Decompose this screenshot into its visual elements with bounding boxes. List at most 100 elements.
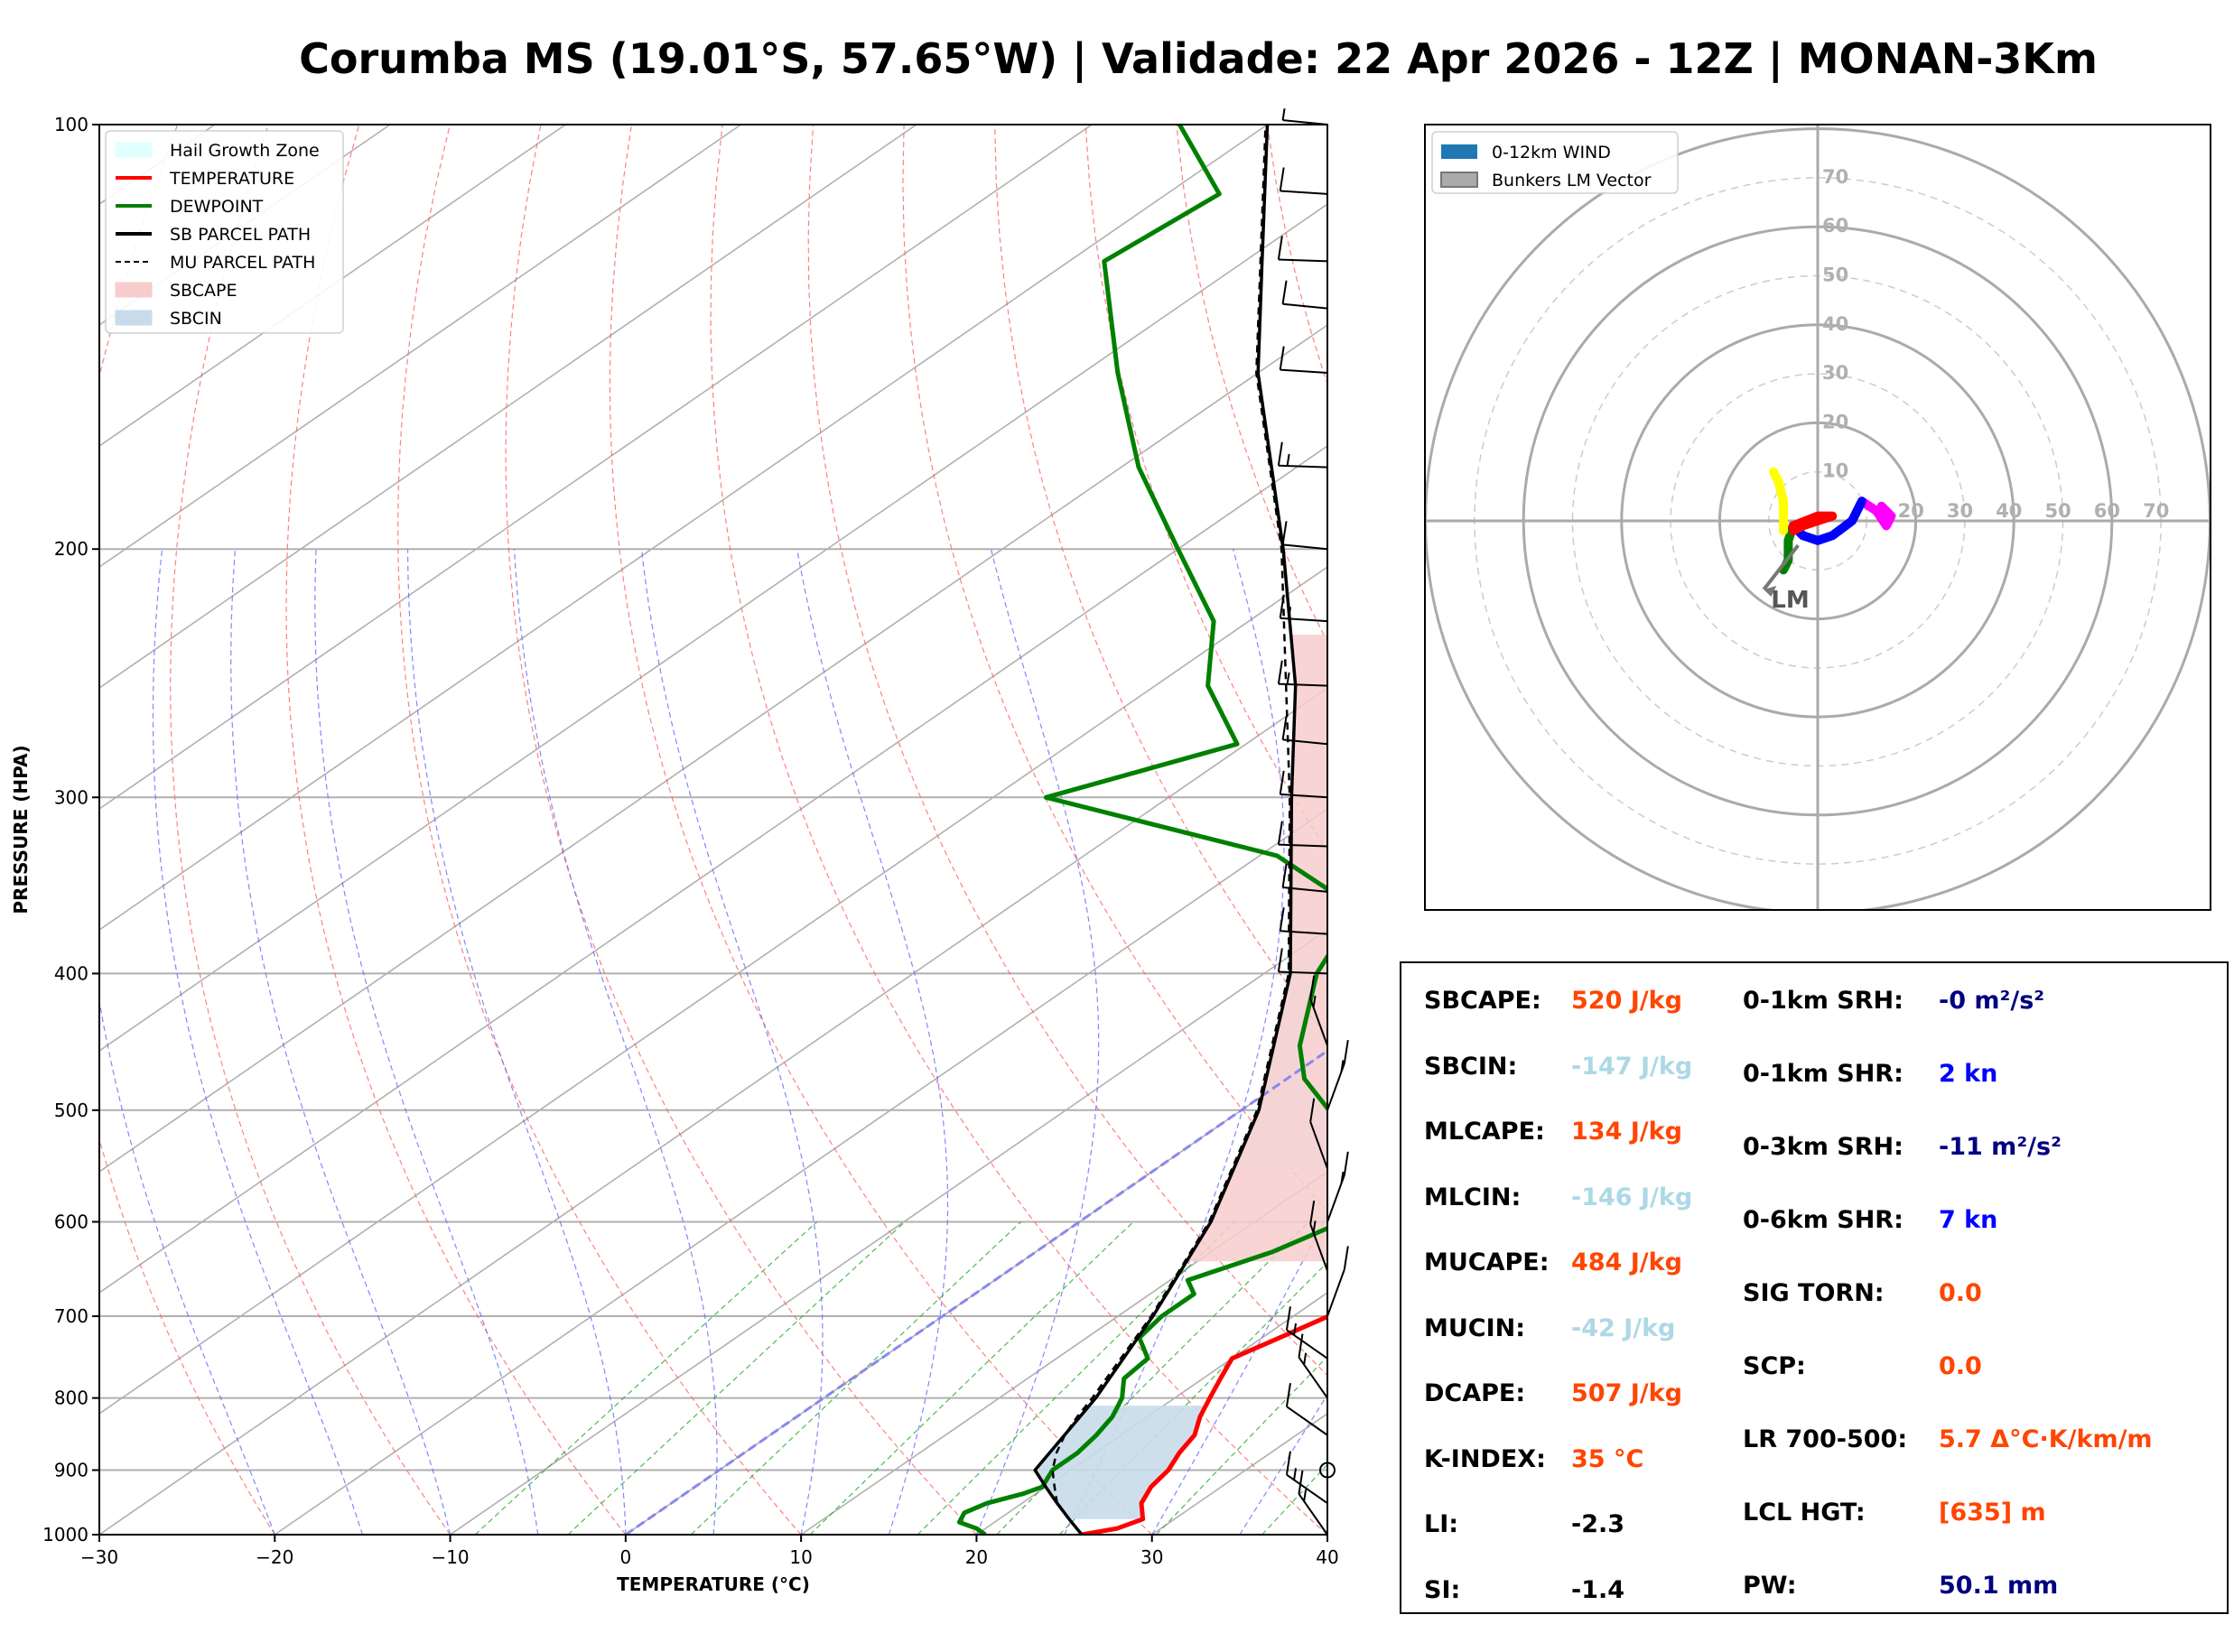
wind-barb <box>1326 1151 1349 1222</box>
wind-barb-staff <box>1282 738 1328 746</box>
mixing-ratio-line <box>1261 1463 1327 1535</box>
dry-adiabat-line <box>1084 125 1327 852</box>
wind-barb-staff <box>1278 682 1328 687</box>
moist-adiabat-line <box>152 549 363 1535</box>
stat-value: [635] m <box>1939 1499 2046 1527</box>
moist-adiabat-line <box>1239 1393 1327 1535</box>
wind-barb-flag <box>1277 948 1283 972</box>
hodograph-ring-label: 10 <box>1822 460 1848 482</box>
hodograph-ring-label: 20 <box>1822 411 1848 432</box>
stat-label: SIG TORN: <box>1743 1279 1885 1307</box>
wind-barb <box>1326 1246 1349 1317</box>
x-tick-label: −30 <box>80 1546 118 1568</box>
isotherm-line <box>99 125 1268 932</box>
legend-label: SBCIN <box>170 309 222 329</box>
legend-label: Hail Growth Zone <box>170 141 320 161</box>
isotherm-line <box>99 125 566 448</box>
wind-barb-flag <box>1279 770 1285 795</box>
wind-barb-half <box>1312 995 1317 1008</box>
wind-barb-half <box>1293 1323 1298 1336</box>
y-tick-label: 800 <box>54 1387 88 1409</box>
stat-label: LR 700-500: <box>1743 1425 1908 1453</box>
isotherm-line <box>450 929 1327 1535</box>
stat-label: SI: <box>1424 1575 1461 1604</box>
mixing-ratio-line <box>917 1221 1235 1535</box>
stat-value: 7 kn <box>1939 1206 1998 1234</box>
wind-barb-flag <box>1281 521 1288 545</box>
stat-label: MLCIN: <box>1424 1183 1522 1211</box>
wind-barb <box>1326 1039 1349 1111</box>
wind-barb-staff <box>1280 190 1328 195</box>
wind-barb-staff <box>1280 617 1328 623</box>
moist-adiabat-line <box>975 549 1100 1535</box>
stat-label: DCAPE: <box>1424 1379 1526 1407</box>
stat-label: 0-1km SRH: <box>1743 987 1904 1015</box>
wind-barb <box>1279 770 1328 799</box>
isotherm-line <box>99 125 917 690</box>
dry-adiabat-line <box>807 125 1327 1377</box>
legend-label: MU PARCEL PATH <box>170 253 315 273</box>
wind-barb <box>1279 346 1328 375</box>
wind-barb-flag <box>1281 863 1288 888</box>
wind-barb-staff <box>1280 793 1328 799</box>
wind-barb-staff <box>1309 1121 1328 1169</box>
legend-swatch <box>1441 144 1477 159</box>
stat-label: 0-1km SHR: <box>1743 1060 1904 1088</box>
isotherm-line <box>99 203 1327 1053</box>
stat-value: -147 J/kg <box>1571 1052 1693 1081</box>
stat-value: -2.3 <box>1571 1510 1625 1538</box>
mixing-ratio-line <box>567 1221 906 1535</box>
wind-barb <box>1281 521 1328 551</box>
stat-label: SCP: <box>1743 1352 1806 1380</box>
wind-barb-flag <box>1298 1333 1304 1358</box>
legend-swatch <box>115 142 153 158</box>
wind-barb-staff <box>1286 1406 1328 1436</box>
isotherm-line <box>99 125 216 206</box>
legend-swatch <box>115 310 153 326</box>
wind-barb-flag <box>1309 1098 1316 1122</box>
wind-barb-flag <box>1309 1200 1316 1225</box>
hodograph-trace <box>1788 511 1838 535</box>
y-tick-label: 1000 <box>42 1524 88 1545</box>
page-title: Corumba MS (19.01°S, 57.65°W) | Validade… <box>299 34 2098 83</box>
dry-adiabat-line <box>710 125 1327 1535</box>
wind-barb-flag <box>1281 280 1288 304</box>
stats-panel <box>1400 961 2229 1614</box>
isotherm-line <box>99 125 742 569</box>
stat-value: 507 J/kg <box>1571 1379 1682 1407</box>
wind-barb-flag <box>1281 716 1288 740</box>
isotherm-line <box>800 1171 1327 1535</box>
wind-barb-flag <box>1277 441 1283 466</box>
hodograph-ring-label: 50 <box>2045 500 2071 522</box>
wind-barb-staff <box>1280 368 1328 375</box>
wind-barb-staff <box>1278 843 1328 848</box>
y-axis-label: PRESSURE (HPA) <box>10 745 32 914</box>
stat-value: 2 kn <box>1939 1060 1998 1088</box>
wind-barb-staff <box>1278 258 1328 263</box>
wind-barb-half <box>1312 1220 1317 1233</box>
y-tick-label: 100 <box>54 114 88 135</box>
x-tick-label: 10 <box>789 1546 812 1568</box>
hodograph-trace <box>1769 467 1788 535</box>
legend-label: SBCAPE <box>170 281 237 301</box>
legend-label: SB PARCEL PATH <box>170 225 311 245</box>
isotherm-line <box>975 1292 1327 1535</box>
hodograph-legend <box>1431 131 1679 194</box>
x-tick-label: 40 <box>1316 1546 1338 1568</box>
wind-barb <box>1277 441 1328 469</box>
hodograph-trace <box>1857 497 1896 531</box>
stat-label: MUCAPE: <box>1424 1248 1550 1276</box>
y-tick-label: 200 <box>54 538 88 560</box>
bunkers-lm-arrowhead <box>1764 586 1777 598</box>
isotherm-line <box>99 125 1093 811</box>
skew-t-frame <box>98 124 1328 1536</box>
isotherm-line <box>99 445 1327 1294</box>
wind-barb <box>1285 1451 1328 1505</box>
hodograph-ring-label: 70 <box>2143 500 2169 522</box>
sbcin-area <box>1035 1406 1206 1519</box>
wind-barb-half <box>1340 1171 1345 1184</box>
hodograph-ring-label: 60 <box>2094 500 2120 522</box>
wind-barb <box>1279 907 1328 935</box>
skew-t-legend <box>105 130 344 334</box>
freezing-level-line <box>625 1049 1327 1535</box>
